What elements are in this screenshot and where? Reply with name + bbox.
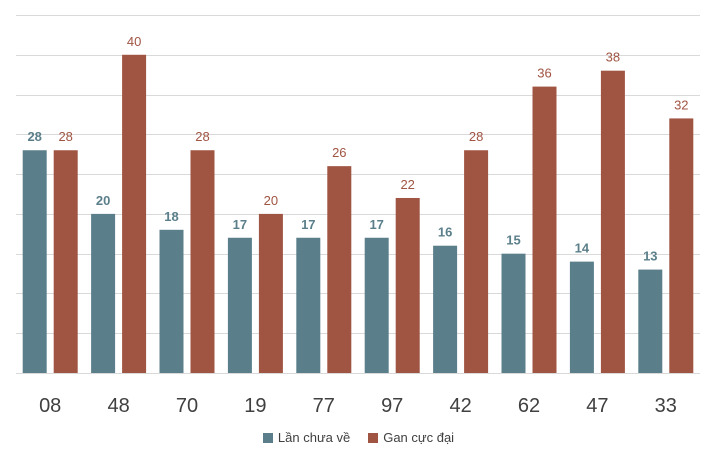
x-tick-label-08: 08 <box>39 395 61 417</box>
x-tick-label-33: 33 <box>655 395 677 417</box>
data-label-series-1-70: 18 <box>164 209 178 224</box>
data-labels: 28 28 20 40 18 28 17 20 17 26 17 22 16 28 15 36 14 38 13 32 <box>27 34 688 264</box>
legend-item-series-2[interactable]: Gan cực đại <box>368 430 454 445</box>
data-label-series-1-48: 20 <box>96 193 110 208</box>
bar-series-2-33[interactable] <box>669 118 694 373</box>
x-tick-label-62: 62 <box>518 395 540 417</box>
bar-series-1-08[interactable] <box>22 150 47 373</box>
legend-item-series-1[interactable]: Lần chưa về <box>262 430 351 445</box>
data-label-series-2-62: 36 <box>537 66 551 81</box>
data-label-series-2-47: 38 <box>606 50 620 65</box>
data-label-series-1-33: 13 <box>643 249 657 264</box>
legend-swatch-series-1 <box>262 432 273 443</box>
legend-label-series-2: Gan cực đại <box>383 430 455 445</box>
legend: Lần chưa về Gan cực đại <box>0 430 717 445</box>
data-label-series-2-70: 28 <box>195 129 209 144</box>
data-label-series-1-97: 17 <box>369 217 383 232</box>
bar-series-2-70[interactable] <box>190 150 215 373</box>
bar-series-1-42[interactable] <box>433 245 458 373</box>
bar-series-1-47[interactable] <box>569 261 594 373</box>
bar-series-1-48[interactable] <box>91 213 116 373</box>
data-label-series-2-42: 28 <box>469 129 483 144</box>
data-label-series-2-48: 40 <box>127 34 141 49</box>
data-label-series-2-08: 28 <box>58 129 72 144</box>
bar-series-2-47[interactable] <box>600 70 625 373</box>
bar-series-1-97[interactable] <box>364 237 389 373</box>
bars <box>22 54 694 374</box>
x-tick-labels: 08 48 70 19 77 97 42 62 47 33 <box>39 395 677 417</box>
bar-series-1-19[interactable] <box>227 237 252 373</box>
data-label-series-2-97: 22 <box>400 177 414 192</box>
x-tick-label-19: 19 <box>244 395 266 417</box>
bar-series-1-62[interactable] <box>501 253 526 373</box>
bar-series-2-62[interactable] <box>532 86 557 373</box>
x-tick-label-70: 70 <box>176 395 198 417</box>
x-tick-label-48: 48 <box>107 395 129 417</box>
data-label-series-1-08: 28 <box>27 129 41 144</box>
bar-series-1-33[interactable] <box>638 269 663 373</box>
bar-series-2-77[interactable] <box>327 166 352 373</box>
bar-series-2-97[interactable] <box>395 197 420 373</box>
x-tick-label-47: 47 <box>586 395 608 417</box>
bar-series-2-48[interactable] <box>122 54 147 374</box>
data-label-series-1-47: 14 <box>575 241 590 256</box>
bar-series-1-70[interactable] <box>159 229 184 373</box>
data-label-series-2-33: 32 <box>674 97 688 112</box>
x-tick-label-97: 97 <box>381 395 403 417</box>
bar-series-2-42[interactable] <box>464 150 489 373</box>
data-label-series-1-42: 16 <box>438 225 452 240</box>
x-tick-label-42: 42 <box>449 395 471 417</box>
data-label-series-2-77: 26 <box>332 145 346 160</box>
legend-label-series-1: Lần chưa về <box>277 430 351 445</box>
bar-series-2-19[interactable] <box>258 213 283 373</box>
data-label-series-2-19: 20 <box>264 193 278 208</box>
x-tick-label-77: 77 <box>313 395 335 417</box>
bar-series-1-77[interactable] <box>296 237 321 373</box>
gridlines <box>16 15 700 374</box>
bar-series-2-08[interactable] <box>53 150 78 373</box>
data-label-series-1-19: 17 <box>233 217 247 232</box>
legend-swatch-series-2 <box>368 432 379 443</box>
data-label-series-1-62: 15 <box>506 233 520 248</box>
data-label-series-1-77: 17 <box>301 217 315 232</box>
